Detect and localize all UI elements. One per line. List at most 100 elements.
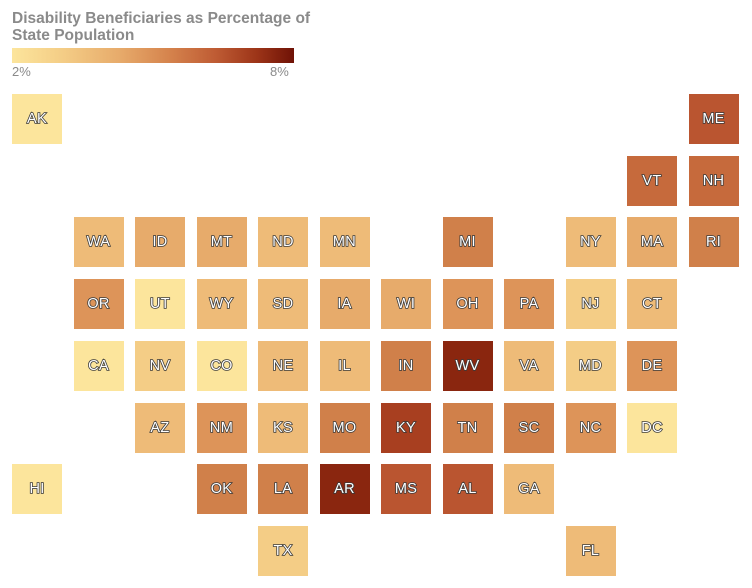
state-tile-co[interactable]: CO bbox=[196, 340, 247, 391]
state-tile-sd[interactable]: SD bbox=[258, 279, 308, 330]
state-tile-ak[interactable]: AK bbox=[12, 94, 62, 144]
state-tile-de[interactable]: DE bbox=[627, 340, 677, 391]
state-tile-label: NH bbox=[702, 172, 725, 190]
state-tile-label: VA bbox=[519, 357, 539, 375]
state-tile-id[interactable]: ID bbox=[135, 217, 185, 268]
state-tile-label: NE bbox=[272, 357, 294, 375]
state-tile-label: AZ bbox=[150, 419, 170, 437]
state-tile-nj[interactable]: NJ bbox=[565, 279, 616, 330]
state-tile-label: AK bbox=[26, 110, 47, 128]
state-tile-ky[interactable]: KY bbox=[381, 402, 431, 453]
state-tile-wy[interactable]: WY bbox=[196, 279, 247, 330]
state-tile-tx[interactable]: TX bbox=[258, 525, 308, 576]
state-tile-ar[interactable]: AR bbox=[319, 464, 370, 515]
state-tile-label: FL bbox=[581, 542, 600, 560]
state-tile-nv[interactable]: NV bbox=[135, 340, 185, 391]
state-tile-label: TN bbox=[457, 419, 478, 437]
state-tile-wi[interactable]: WI bbox=[381, 279, 431, 330]
state-tile-label: ND bbox=[271, 234, 294, 252]
state-tile-al[interactable]: AL bbox=[442, 464, 493, 515]
state-tile-ms[interactable]: MS bbox=[381, 464, 431, 515]
legend-title: Disability Beneficiaries as Percentage o… bbox=[12, 10, 311, 44]
state-tile-label: DC bbox=[640, 419, 663, 437]
state-tile-dc[interactable]: DC bbox=[627, 402, 677, 453]
state-tile-pa[interactable]: PA bbox=[504, 279, 554, 330]
state-tile-md[interactable]: MD bbox=[565, 340, 616, 391]
state-tile-sc[interactable]: SC bbox=[504, 402, 554, 453]
state-tile-mo[interactable]: MO bbox=[319, 402, 370, 453]
state-tile-label: NY bbox=[579, 234, 601, 252]
state-tile-label: NM bbox=[209, 419, 234, 437]
state-tile-ri[interactable]: RI bbox=[688, 217, 739, 268]
state-tile-label: ME bbox=[701, 110, 725, 128]
state-tile-label: MD bbox=[578, 357, 603, 375]
state-tile-nd[interactable]: ND bbox=[258, 217, 308, 268]
state-tile-label: DE bbox=[641, 357, 663, 375]
state-tile-label: KS bbox=[272, 419, 293, 437]
state-tile-label: RI bbox=[705, 234, 722, 252]
state-tile-label: AR bbox=[333, 480, 355, 498]
state-tile-mi[interactable]: MI bbox=[442, 217, 493, 268]
legend-color-scale bbox=[12, 48, 294, 63]
state-tile-label: OK bbox=[210, 480, 233, 498]
state-tile-ia[interactable]: IA bbox=[319, 279, 370, 330]
state-tile-vt[interactable]: VT bbox=[627, 155, 677, 206]
state-tile-hi[interactable]: HI bbox=[12, 464, 62, 515]
state-tile-ga[interactable]: GA bbox=[504, 464, 554, 515]
state-tile-label: UT bbox=[149, 295, 170, 313]
state-tile-label: ID bbox=[152, 234, 168, 252]
state-tile-ny[interactable]: NY bbox=[565, 217, 616, 268]
state-tile-label: PA bbox=[519, 295, 539, 313]
state-tile-label: SC bbox=[518, 419, 540, 437]
state-tile-label: GA bbox=[517, 480, 540, 498]
state-tile-label: MN bbox=[332, 234, 357, 252]
state-tile-label: CA bbox=[87, 357, 109, 375]
state-tile-mn[interactable]: MN bbox=[319, 217, 370, 268]
state-tile-label: LA bbox=[273, 480, 293, 498]
state-tile-mt[interactable]: MT bbox=[196, 217, 247, 268]
state-tile-ma[interactable]: MA bbox=[627, 217, 677, 268]
state-tile-me[interactable]: ME bbox=[688, 94, 739, 144]
state-tile-nh[interactable]: NH bbox=[688, 155, 739, 206]
state-tile-ok[interactable]: OK bbox=[196, 464, 247, 515]
state-tile-label: WI bbox=[396, 295, 416, 313]
state-tile-label: KY bbox=[395, 419, 416, 437]
state-tile-label: VT bbox=[642, 172, 662, 190]
state-tile-label: OH bbox=[455, 295, 479, 313]
state-tile-label: AL bbox=[458, 480, 478, 498]
state-tile-ne[interactable]: NE bbox=[258, 340, 308, 391]
state-tile-label: HI bbox=[29, 480, 45, 498]
legend-min-label: 2% bbox=[12, 64, 31, 79]
state-tile-label: IN bbox=[398, 357, 414, 375]
state-tile-label: SD bbox=[272, 295, 294, 313]
state-tile-ca[interactable]: CA bbox=[73, 340, 124, 391]
state-tile-label: IL bbox=[337, 357, 351, 375]
state-tile-label: IA bbox=[337, 295, 353, 313]
state-tile-fl[interactable]: FL bbox=[565, 525, 616, 576]
state-tile-label: CT bbox=[641, 295, 662, 313]
state-tile-in[interactable]: IN bbox=[381, 340, 431, 391]
state-tile-oh[interactable]: OH bbox=[442, 279, 493, 330]
state-tile-va[interactable]: VA bbox=[504, 340, 554, 391]
state-tile-la[interactable]: LA bbox=[258, 464, 308, 515]
state-tile-label: WA bbox=[86, 234, 111, 252]
state-tile-nm[interactable]: NM bbox=[196, 402, 247, 453]
state-tile-label: NJ bbox=[581, 295, 601, 313]
state-tile-or[interactable]: OR bbox=[73, 279, 124, 330]
state-tile-label: MI bbox=[458, 234, 476, 252]
state-tile-ct[interactable]: CT bbox=[627, 279, 677, 330]
state-tile-label: OR bbox=[86, 295, 110, 313]
state-tile-label: NC bbox=[579, 419, 602, 437]
state-tile-label: TX bbox=[273, 542, 293, 560]
state-tile-az[interactable]: AZ bbox=[135, 402, 185, 453]
state-tile-wa[interactable]: WA bbox=[73, 217, 124, 268]
state-tile-label: MS bbox=[394, 480, 418, 498]
state-tile-il[interactable]: IL bbox=[319, 340, 370, 391]
state-tile-ut[interactable]: UT bbox=[135, 279, 185, 330]
state-tile-ks[interactable]: KS bbox=[258, 402, 308, 453]
state-tile-label: MA bbox=[640, 234, 664, 252]
state-tile-wv[interactable]: WV bbox=[442, 340, 493, 391]
state-tile-nc[interactable]: NC bbox=[565, 402, 616, 453]
legend-max-label: 8% bbox=[270, 64, 289, 79]
state-tile-tn[interactable]: TN bbox=[442, 402, 493, 453]
